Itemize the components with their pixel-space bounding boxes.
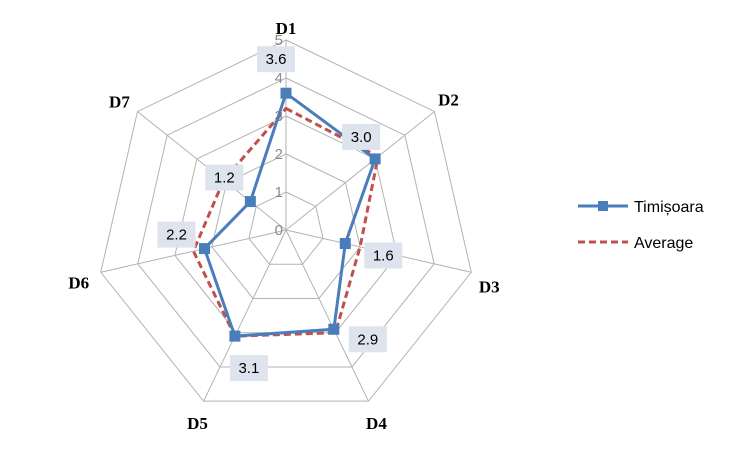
- marker-point: [229, 330, 241, 342]
- tick-label: 1: [275, 184, 283, 201]
- marker-point: [328, 323, 340, 335]
- data-label: 1.6: [373, 248, 394, 265]
- category-label-D1: D1: [276, 19, 297, 38]
- data-label: 3.1: [238, 360, 259, 377]
- data-label-box: [364, 242, 403, 269]
- category-label-D4: D4: [366, 414, 387, 433]
- marker-point: [369, 153, 381, 165]
- tick-label: 4: [275, 70, 283, 87]
- data-label: 1.2: [214, 170, 235, 187]
- spoke-D4: [285, 229, 369, 402]
- data-label: 3.6: [266, 51, 287, 68]
- radar-grid: [100, 39, 472, 402]
- grid-ring-1: [248, 191, 324, 265]
- data-label: 2.9: [357, 331, 378, 348]
- grid-ring-4: [137, 77, 435, 368]
- tick-label: 0: [275, 222, 283, 239]
- data-label-box: [205, 164, 244, 191]
- series-line-timisoara: [202, 91, 377, 338]
- tick-label: 5: [275, 32, 283, 49]
- category-label-D6: D6: [68, 273, 89, 292]
- data-label-box: [257, 46, 295, 73]
- tick-label: 2: [275, 146, 283, 163]
- spoke-D6: [100, 229, 287, 273]
- category-label-D5: D5: [187, 414, 208, 433]
- category-labels: D1 D2 D3 D4 D5 D6 D7: [68, 19, 499, 433]
- series-line-average: [191, 106, 380, 338]
- data-label-box: [157, 221, 196, 248]
- legend-label: Average: [634, 235, 693, 252]
- data-label: 3.0: [351, 129, 372, 146]
- legend-label: Timișoara: [634, 199, 704, 216]
- data-label: 2.2: [166, 227, 187, 244]
- data-labels: 3.6 3.0 1.6 2.9 3.1 2.2 1.2: [157, 46, 403, 382]
- category-label-D7: D7: [109, 93, 130, 112]
- series-layer: [191, 87, 381, 342]
- marker-point: [244, 196, 256, 208]
- marker-point: [339, 238, 351, 250]
- grid-ring-5: [100, 39, 472, 402]
- category-label-D3: D3: [479, 277, 500, 296]
- category-label-D2: D2: [438, 91, 459, 110]
- spoke-D5: [203, 229, 287, 402]
- spoke-D2: [285, 111, 435, 231]
- marker-point: [280, 87, 292, 99]
- legend-marker: [598, 201, 608, 211]
- marker-point: [198, 243, 210, 255]
- grid-ring-2: [211, 153, 361, 299]
- data-label-box: [342, 123, 381, 150]
- legend: Timișoara Average: [578, 199, 704, 252]
- data-label-box: [229, 355, 268, 382]
- data-label-box: [348, 326, 387, 353]
